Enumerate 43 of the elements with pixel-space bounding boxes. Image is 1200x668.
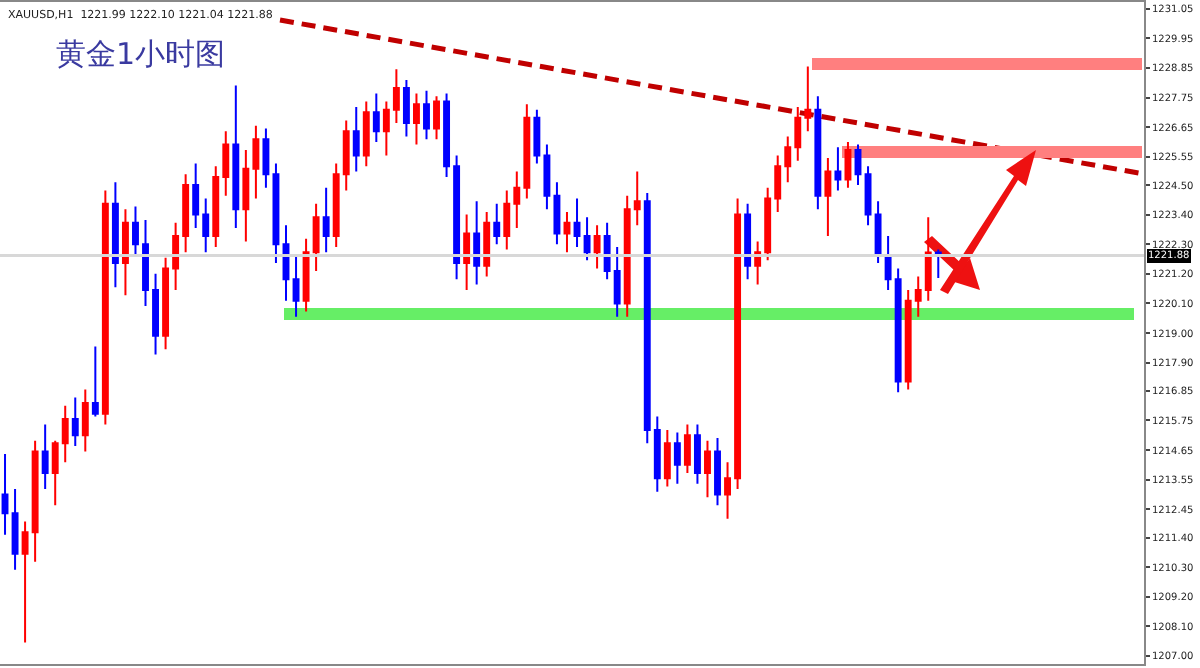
candlestick <box>573 197 581 248</box>
candlestick <box>362 100 370 168</box>
candlestick <box>81 388 89 453</box>
candlestick <box>71 396 79 448</box>
candlestick <box>834 146 842 192</box>
candlestick <box>683 423 691 474</box>
candlestick <box>413 92 420 146</box>
candlestick <box>483 210 491 278</box>
candlestick <box>232 84 240 230</box>
candlestick <box>824 157 832 238</box>
candlestick <box>111 181 119 289</box>
candlestick <box>262 127 270 189</box>
candlestick <box>433 95 440 141</box>
candlestick <box>121 208 129 297</box>
candlestick <box>704 439 711 499</box>
candlestick <box>714 436 721 507</box>
candlestick <box>844 140 852 189</box>
candlestick <box>473 200 481 286</box>
candlestick <box>292 253 300 318</box>
candlestick <box>854 143 862 186</box>
candlestick <box>272 162 280 265</box>
candlestick <box>563 210 571 254</box>
candlestick <box>593 224 601 270</box>
candlestick <box>423 89 430 141</box>
candlestick <box>282 224 290 302</box>
candlestick <box>402 79 410 138</box>
candlestick <box>693 423 701 485</box>
candlestick <box>744 202 752 281</box>
candlestick <box>493 202 501 246</box>
candlestick <box>11 488 19 571</box>
candlestick <box>583 216 591 262</box>
candlestick <box>673 431 681 485</box>
candlestick <box>91 345 99 418</box>
text: 黄金1小时图 <box>56 36 226 72</box>
candlestick <box>372 92 380 143</box>
candlestick <box>322 186 330 254</box>
candlestick <box>463 213 471 291</box>
candlestick <box>41 423 49 491</box>
candlestick <box>101 189 109 426</box>
candlestick <box>663 428 671 488</box>
candlestick <box>1 453 9 536</box>
candlestick <box>814 95 822 211</box>
candlestick <box>352 105 360 173</box>
